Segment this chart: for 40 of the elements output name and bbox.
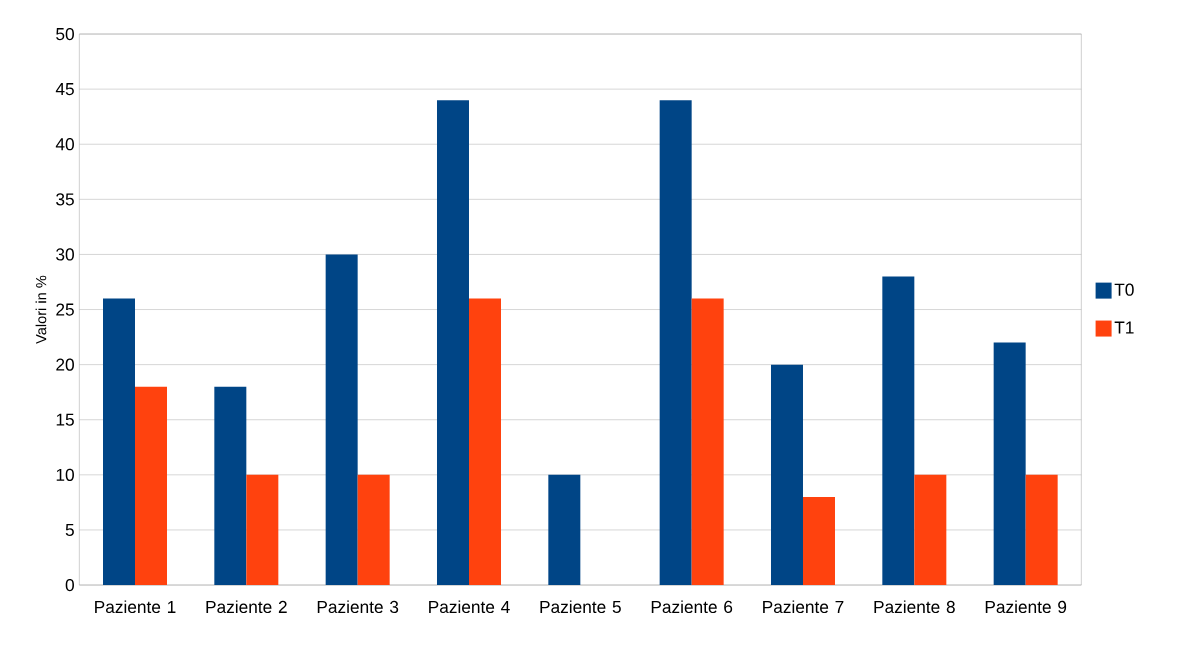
- bar: [135, 386, 167, 586]
- x-tick-label: Paziente 2: [206, 600, 287, 614]
- bar: [548, 474, 581, 586]
- y-tick-label: 40: [55, 138, 74, 151]
- x-tick-label: Paziente 5: [540, 600, 621, 614]
- bar: [469, 298, 501, 586]
- bar: [246, 474, 279, 586]
- x-tick-label: Paziente 7: [763, 600, 844, 614]
- bar: [437, 100, 469, 586]
- bar: [1025, 474, 1058, 586]
- y-tick-label: 25: [56, 303, 74, 316]
- y-tick-label: 30: [56, 248, 74, 261]
- bar: [659, 100, 692, 586]
- legend-label: T1: [1114, 321, 1134, 334]
- y-tick-label: 50: [56, 27, 74, 41]
- bar: [325, 254, 358, 586]
- y-tick-label: 10: [56, 468, 74, 481]
- bar: [914, 474, 947, 586]
- x-tick-label: Paziente 9: [985, 600, 1067, 614]
- y-tick-label: 20: [56, 358, 74, 371]
- y-tick-label: 0: [65, 578, 74, 592]
- bar: [993, 342, 1026, 586]
- y-axis-title: Valori in %: [35, 275, 47, 344]
- x-tick-label: Paziente 4: [429, 600, 510, 614]
- bar: [691, 298, 724, 586]
- x-tick-label: Paziente 8: [874, 600, 955, 614]
- bar: [357, 474, 390, 586]
- x-tick-label: Paziente 3: [317, 600, 399, 614]
- x-tick-label: Paziente 1: [95, 600, 176, 614]
- bar: [214, 386, 247, 586]
- bar: [771, 364, 803, 586]
- y-tick-label: 5: [65, 523, 74, 536]
- y-tick-label: 45: [55, 83, 74, 96]
- bar: [103, 298, 135, 586]
- bar: [882, 276, 915, 586]
- legend-label: T0: [1114, 283, 1134, 296]
- bar: [803, 496, 835, 586]
- y-tick-label: 15: [56, 413, 74, 426]
- x-tick-label: Paziente 6: [651, 600, 733, 614]
- y-tick-label: 35: [56, 193, 74, 206]
